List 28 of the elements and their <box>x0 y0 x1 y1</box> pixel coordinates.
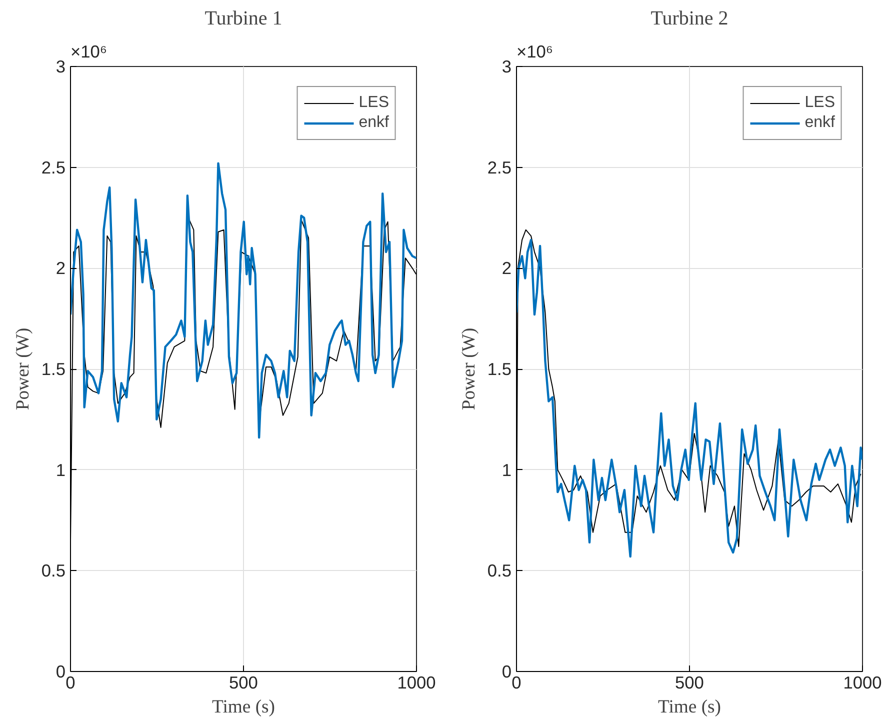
text: ×10⁶ <box>516 42 554 62</box>
y-tick-label: 0.5 <box>41 560 66 581</box>
legend-label: enkf <box>804 114 835 132</box>
x-tick-label: 1000 <box>397 672 436 692</box>
text: ×10⁶ <box>70 42 108 62</box>
y-axis-title: Power (W) <box>458 328 480 410</box>
y-axis-title: Power (W) <box>12 328 34 410</box>
legend-label: LES <box>804 94 835 112</box>
y-tick-label: 2 <box>502 258 512 278</box>
x-tick-label: 500 <box>229 672 258 692</box>
y-tick-label: 3 <box>502 56 512 76</box>
chart-title: Turbine 2 <box>650 8 728 30</box>
y-tick-label: 1.5 <box>487 359 512 379</box>
y-tick-label: 2.5 <box>41 157 66 178</box>
x-tick-label: 500 <box>675 672 704 692</box>
y-tick-label: 1 <box>502 460 512 480</box>
y-tick-label: 2 <box>56 258 66 278</box>
y-tick-label: 1 <box>56 460 66 480</box>
chart-title: Turbine 1 <box>204 8 282 30</box>
y-tick-label: 0.5 <box>487 560 512 581</box>
y-tick-label: 1.5 <box>41 359 66 379</box>
x-axis-title: Time (s) <box>658 696 722 718</box>
x-axis-title: Time (s) <box>212 696 276 718</box>
x-tick-label: 1000 <box>843 672 882 692</box>
y-tick-label: 2.5 <box>487 157 512 178</box>
legend-label: enkf <box>358 114 389 132</box>
y-tick-label: 3 <box>56 56 66 76</box>
legend-label: LES <box>358 94 389 112</box>
